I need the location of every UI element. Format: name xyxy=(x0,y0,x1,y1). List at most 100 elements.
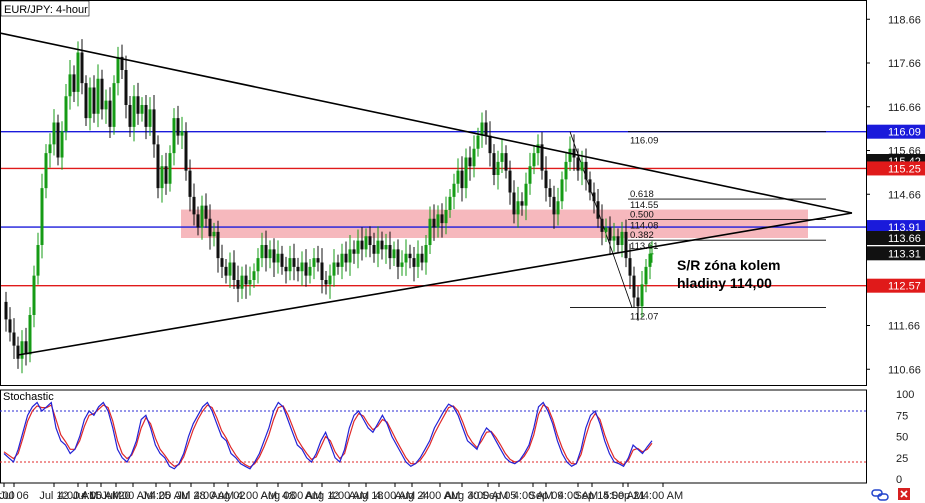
time-tick-label: Jul 15 xyxy=(72,490,101,502)
candle-body xyxy=(632,275,636,298)
candle-body xyxy=(184,131,188,171)
time-tick-label: 4:00 AM xyxy=(468,490,508,502)
candle-body xyxy=(296,266,300,272)
candle-body xyxy=(472,148,476,167)
candle-body xyxy=(440,214,444,224)
stochastic-label: Stochastic xyxy=(3,391,54,403)
icons-layer xyxy=(871,488,910,501)
candle-body xyxy=(568,148,572,162)
price-tick-label: 114.66 xyxy=(888,189,921,201)
candle-body xyxy=(8,319,12,333)
candle-body xyxy=(132,96,136,127)
time-tick-label: Sep 21 xyxy=(611,490,646,502)
candle-body xyxy=(624,231,628,259)
stochastic-d-line xyxy=(3,404,653,468)
candle-body xyxy=(332,262,336,276)
candle-body xyxy=(32,275,36,315)
candle-body xyxy=(380,240,384,250)
time-tick-label: Aug 30 xyxy=(445,490,480,502)
candle-body xyxy=(560,179,564,202)
chain-link-icon[interactable] xyxy=(871,489,889,501)
close-icon[interactable] xyxy=(898,488,910,500)
candle-body xyxy=(120,56,124,70)
candle-body xyxy=(124,70,128,105)
candle-body xyxy=(504,153,508,171)
candle-body xyxy=(372,245,376,254)
candle-body xyxy=(228,262,232,276)
price-axis: 118.66117.66116.66115.66114.66113.66111.… xyxy=(866,14,921,376)
candle-body xyxy=(140,105,144,114)
candle-body xyxy=(452,183,456,197)
candle-body xyxy=(636,297,640,307)
price-tag-label: 113.66 xyxy=(888,233,921,245)
candle-body xyxy=(308,266,312,276)
candle-body xyxy=(252,271,256,280)
sr-zone-layer xyxy=(181,209,808,238)
candle-body xyxy=(428,218,432,245)
candle-body xyxy=(460,170,464,189)
time-tick-label: Sep 05 xyxy=(482,490,517,502)
candle-body xyxy=(208,218,212,237)
price-panel-frame xyxy=(0,0,867,386)
candle-body xyxy=(84,83,88,119)
fib-ratio-label: 0.618 xyxy=(630,189,654,200)
candle-body xyxy=(420,253,424,263)
fib-label-high: 116.09 xyxy=(630,136,658,147)
candle-body xyxy=(28,315,32,355)
candle-body xyxy=(224,266,228,276)
candle-body xyxy=(480,122,484,136)
price-tick-label: 111.66 xyxy=(888,321,920,333)
candle-body xyxy=(588,179,592,193)
fib-price-label: 114.55 xyxy=(630,200,658,211)
candle-body xyxy=(4,301,8,320)
candle-body xyxy=(312,258,316,267)
candle-body xyxy=(388,245,392,259)
candle-body xyxy=(540,144,544,171)
price-tag-box xyxy=(867,220,925,235)
fib-price-label: 114.08 xyxy=(630,221,658,232)
candle-body xyxy=(476,135,480,149)
candle-body xyxy=(220,258,224,267)
candle-body xyxy=(608,227,612,241)
candle-body xyxy=(164,166,168,184)
candle-body xyxy=(412,258,416,267)
candle-body xyxy=(436,214,440,228)
time-tick-label: 4:00 AM xyxy=(150,490,190,502)
candle-body xyxy=(232,262,236,280)
title-box xyxy=(0,0,90,17)
candle-body xyxy=(76,52,80,92)
time-tick-label: Jul 06 xyxy=(0,490,29,502)
time-tick-label: 4:00 AM xyxy=(113,490,153,502)
time-tick-label: 4:00 AM xyxy=(282,490,322,502)
candle-body xyxy=(284,266,288,272)
candle-body xyxy=(648,253,652,267)
candle-body xyxy=(24,341,28,355)
candle-body xyxy=(320,262,324,280)
candle-body xyxy=(600,218,604,232)
price-tags: 116.09115.42115.25113.91113.66113.31112.… xyxy=(867,124,925,293)
candle-body xyxy=(552,196,556,215)
candle-body xyxy=(324,280,328,285)
annotation-text: S/R zóna kolem xyxy=(677,257,780,273)
candle-body xyxy=(180,131,184,136)
candle-body xyxy=(360,240,364,250)
fib-ratio-label: 0.500 xyxy=(630,210,654,221)
trendlines-layer xyxy=(0,32,853,356)
time-tick-label: 4:00 AM xyxy=(194,490,234,502)
candle-body xyxy=(344,253,348,263)
candle-body xyxy=(36,245,40,276)
candle-body xyxy=(104,100,108,110)
fib-price-label: 113.61 xyxy=(630,241,658,252)
candle-body xyxy=(136,96,140,114)
time-tick-label: Sep 09 xyxy=(529,490,564,502)
time-tick-label: Jul 28 xyxy=(176,490,205,502)
candle-body xyxy=(644,266,648,285)
close-icon-stroke xyxy=(900,490,908,498)
candle-body xyxy=(384,245,388,250)
candle-body xyxy=(188,170,192,197)
candle-body xyxy=(352,249,356,254)
candle-body xyxy=(116,56,120,84)
candle-body xyxy=(108,100,112,127)
candle-body xyxy=(368,236,372,245)
